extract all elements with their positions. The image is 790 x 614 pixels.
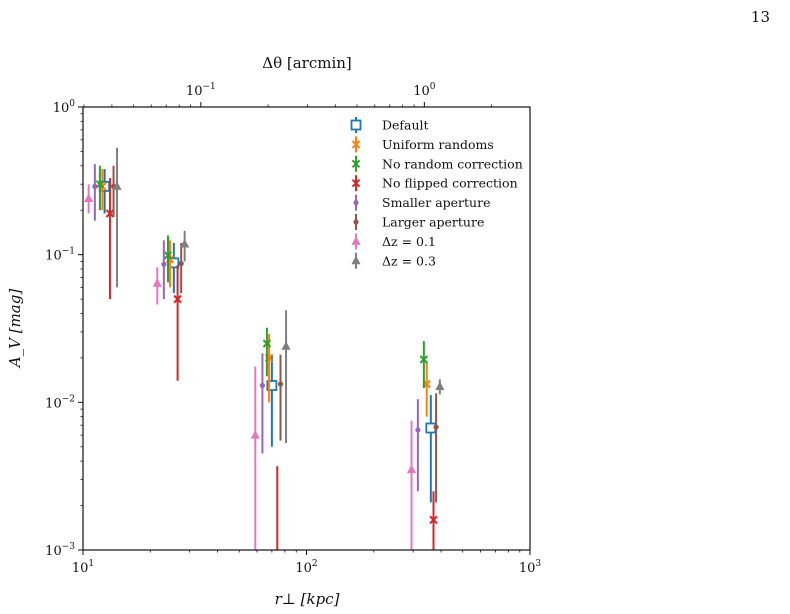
data-point <box>429 515 438 525</box>
chart-axes: 101 102 103 10−3 10−2 10−1 100 10−1 100 <box>45 82 541 576</box>
legend-label: No flipped correction <box>382 176 518 191</box>
legend-entry: Uniform randoms <box>351 136 494 153</box>
data-point <box>84 193 94 203</box>
series-4 <box>92 164 421 492</box>
data-point <box>406 464 417 474</box>
legend-entry: Smaller aperture <box>353 194 490 211</box>
legend-label: No random correction <box>382 156 523 171</box>
x-tick-label: 101 <box>72 559 94 576</box>
legend-entry: Default <box>350 117 429 133</box>
data-point <box>95 180 105 189</box>
top-axis-label: Δθ [arcmin] <box>262 54 352 72</box>
data-point <box>161 261 167 267</box>
data-point <box>250 430 260 439</box>
data-point <box>281 341 291 350</box>
series-1 <box>98 169 431 417</box>
data-point <box>152 278 162 287</box>
series-5 <box>110 165 439 503</box>
legend-entry: Δz = 0.1 <box>351 233 436 250</box>
y-tick-label: 10−2 <box>45 394 75 411</box>
legend-marker <box>353 200 359 206</box>
data-point <box>259 382 266 389</box>
data-point <box>112 181 122 190</box>
page-number: 13 <box>750 8 770 26</box>
x-tick-label: 103 <box>519 559 542 576</box>
legend-entry: No flipped correction <box>351 175 518 192</box>
series-2 <box>95 165 429 389</box>
y-tick-label: 10−3 <box>45 542 75 559</box>
top-tick-label: 10−1 <box>186 82 216 99</box>
series-7 <box>112 147 445 444</box>
data-point <box>277 381 284 387</box>
legend-entry: Larger aperture <box>353 214 484 230</box>
data-point <box>105 209 115 218</box>
legend-label: Default <box>382 118 429 133</box>
legend-marker <box>353 219 359 225</box>
series-3 <box>105 178 438 550</box>
legend-entry: Δz = 0.3 <box>351 252 436 269</box>
legend-label: Δz = 0.1 <box>382 234 436 249</box>
data-point <box>415 427 421 433</box>
y-axis-label: A_V [mag] <box>6 289 24 370</box>
legend-entry: No random correction <box>351 155 523 172</box>
data-point <box>266 380 278 391</box>
legend-marker <box>350 119 362 131</box>
data-point <box>180 239 190 248</box>
data-point <box>433 424 439 430</box>
data-point <box>435 381 445 391</box>
data-point <box>178 260 184 267</box>
legend-label: Larger aperture <box>382 215 484 230</box>
series-6 <box>84 184 417 550</box>
data-point <box>419 355 429 364</box>
data-point <box>262 339 272 348</box>
data-point <box>163 251 173 260</box>
plot-frame <box>82 106 531 551</box>
chart-legend: Default Uniform randoms No random correcti… <box>350 117 523 269</box>
y-tick-label: 10−1 <box>45 247 75 264</box>
legend-label: Δz = 0.3 <box>382 253 436 268</box>
legend-marker <box>351 178 361 188</box>
data-point <box>92 183 98 189</box>
chart-marks <box>84 147 445 550</box>
legend-marker <box>351 236 361 245</box>
legend-label: Uniform randoms <box>382 137 494 152</box>
top-tick-label: 100 <box>413 82 436 99</box>
x-tick-label: 102 <box>295 559 317 576</box>
legend-marker <box>351 140 361 149</box>
legend-label: Smaller aperture <box>382 195 490 210</box>
legend-marker <box>351 159 361 169</box>
data-point <box>173 294 182 304</box>
y-tick-label: 100 <box>53 99 76 116</box>
x-axis-label: r⊥ [kpc] <box>275 590 340 608</box>
legend-marker <box>351 255 361 265</box>
series-0 <box>99 169 437 503</box>
